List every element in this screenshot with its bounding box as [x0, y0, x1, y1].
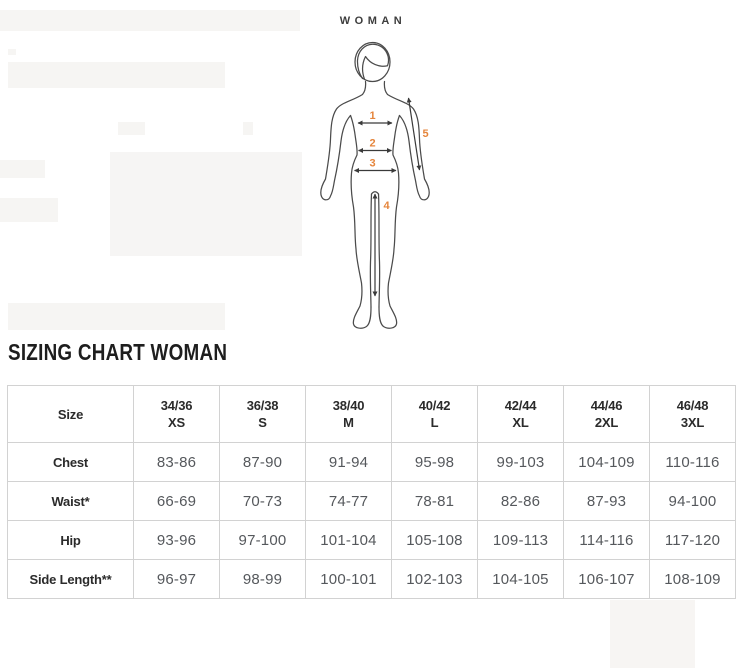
table-row: Side Length** 96-97 98-99 100-101 102-103 104… [7, 559, 736, 599]
ghost-text-block [110, 152, 302, 256]
size-value-cell: 94-100 [649, 481, 736, 521]
ghost-text-block [8, 62, 225, 88]
sizing-table: Size 34/36 XS 36/38 S 38/40 M 40/42 L 42/44 XL 44/4… [7, 385, 736, 599]
column-header: 38/40 M [305, 385, 392, 443]
size-value-cell: 117-120 [649, 520, 736, 560]
column-header-eu-size: 44/46 [590, 398, 623, 413]
size-value-cell: 97-100 [219, 520, 306, 560]
size-value-cell: 70-73 [219, 481, 306, 521]
header-row: Size 34/36 XS 36/38 S 38/40 M 40/42 L 42/44 XL 44/4… [7, 385, 736, 443]
measure-point-2: 2 [369, 138, 375, 150]
size-value-cell: 83-86 [133, 442, 220, 482]
ghost-text-block [0, 160, 45, 178]
size-value-cell: 110-116 [649, 442, 736, 482]
figure-head [354, 41, 391, 83]
column-header-eu-size: 36/38 [246, 398, 279, 413]
ghost-text-block [118, 122, 145, 135]
size-value-cell: 100-101 [305, 559, 392, 599]
size-value-cell: 87-93 [563, 481, 650, 521]
column-header: 34/36 XS [133, 385, 220, 443]
column-header-size: Size [7, 385, 134, 443]
figure-left-side [349, 114, 372, 329]
measure-point-4: 4 [383, 200, 390, 212]
ghost-text-block [0, 10, 300, 31]
page-title: SIZING CHART WOMAN [8, 339, 228, 365]
ghost-text-block [0, 198, 58, 222]
row-label: Chest [7, 442, 134, 482]
figure-right-side [378, 114, 401, 329]
row-label: Waist* [7, 481, 134, 521]
ghost-text-block [8, 303, 225, 330]
column-header: 40/42 L [391, 385, 478, 443]
size-value-cell: 104-105 [477, 559, 564, 599]
ghost-text-block [243, 122, 253, 135]
size-value-cell: 74-77 [305, 481, 392, 521]
column-header: 46/48 3XL [649, 385, 736, 443]
size-value-cell: 66-69 [133, 481, 220, 521]
figure-caption: WOMAN [339, 15, 407, 27]
column-header-intl-size: XL [512, 415, 529, 430]
size-value-cell: 105-108 [391, 520, 478, 560]
size-value-cell: 114-116 [563, 520, 650, 560]
size-value-cell: 104-109 [563, 442, 650, 482]
sizing-table-head: Size 34/36 XS 36/38 S 38/40 M 40/42 L 42/44 XL 44/4… [7, 385, 736, 443]
size-value-cell: 102-103 [391, 559, 478, 599]
column-header: 44/46 2XL [563, 385, 650, 443]
figure-crotch [370, 191, 380, 195]
measure-point-5: 5 [422, 128, 428, 140]
column-header-eu-size: 34/36 [160, 398, 193, 413]
size-value-cell: 99-103 [477, 442, 564, 482]
column-header-intl-size: M [343, 415, 354, 430]
ghost-text-block [8, 49, 16, 55]
column-header-intl-size: XS [168, 415, 185, 430]
column-header: 36/38 S [219, 385, 306, 443]
arm-measure-arrow [406, 97, 422, 171]
column-header: 42/44 XL [477, 385, 564, 443]
size-value-cell: 87-90 [219, 442, 306, 482]
size-value-cell: 98-99 [219, 559, 306, 599]
figure-inner-right-leg [377, 193, 381, 308]
sizing-table-body: Chest 83-86 87-90 91-94 95-98 99-103 104-109 11… [7, 442, 736, 599]
size-value-cell: 82-86 [477, 481, 564, 521]
figure-right-arm [383, 80, 430, 201]
size-value-cell: 101-104 [305, 520, 392, 560]
figure-left-arm [320, 80, 367, 201]
size-value-cell: 95-98 [391, 442, 478, 482]
size-value-cell: 109-113 [477, 520, 564, 560]
column-header-eu-size: 42/44 [504, 398, 537, 413]
column-header-intl-size: S [258, 415, 267, 430]
measure-point-1: 1 [369, 110, 375, 122]
size-value-cell: 106-107 [563, 559, 650, 599]
column-header-intl-size: 3XL [680, 415, 705, 430]
ghost-text-block [610, 600, 695, 668]
column-header-eu-size: 40/42 [418, 398, 451, 413]
table-row: Chest 83-86 87-90 91-94 95-98 99-103 104-109 11… [7, 442, 736, 482]
column-header-eu-size: Size [57, 406, 84, 422]
row-label: Hip [7, 520, 134, 560]
woman-measurement-diagram: 1 2 3 4 5 [320, 41, 430, 329]
table-row: Hip 93-96 97-100 101-104 105-108 109-113 114-1… [7, 520, 736, 560]
row-label: Side Length** [7, 559, 134, 599]
column-header-eu-size: 38/40 [332, 398, 365, 413]
size-value-cell: 78-81 [391, 481, 478, 521]
table-row: Waist* 66-69 70-73 74-77 78-81 82-86 87-93 94-1… [7, 481, 736, 521]
size-value-cell: 93-96 [133, 520, 220, 560]
column-header-intl-size: 2XL [594, 415, 619, 430]
measure-point-3: 3 [369, 158, 375, 170]
figure-hair [356, 43, 390, 80]
size-value-cell: 96-97 [133, 559, 220, 599]
size-value-cell: 91-94 [305, 442, 392, 482]
figure-inner-left-leg [369, 193, 373, 308]
size-value-cell: 108-109 [649, 559, 736, 599]
column-header-eu-size: 46/48 [676, 398, 709, 413]
column-header-intl-size: L [430, 415, 439, 430]
